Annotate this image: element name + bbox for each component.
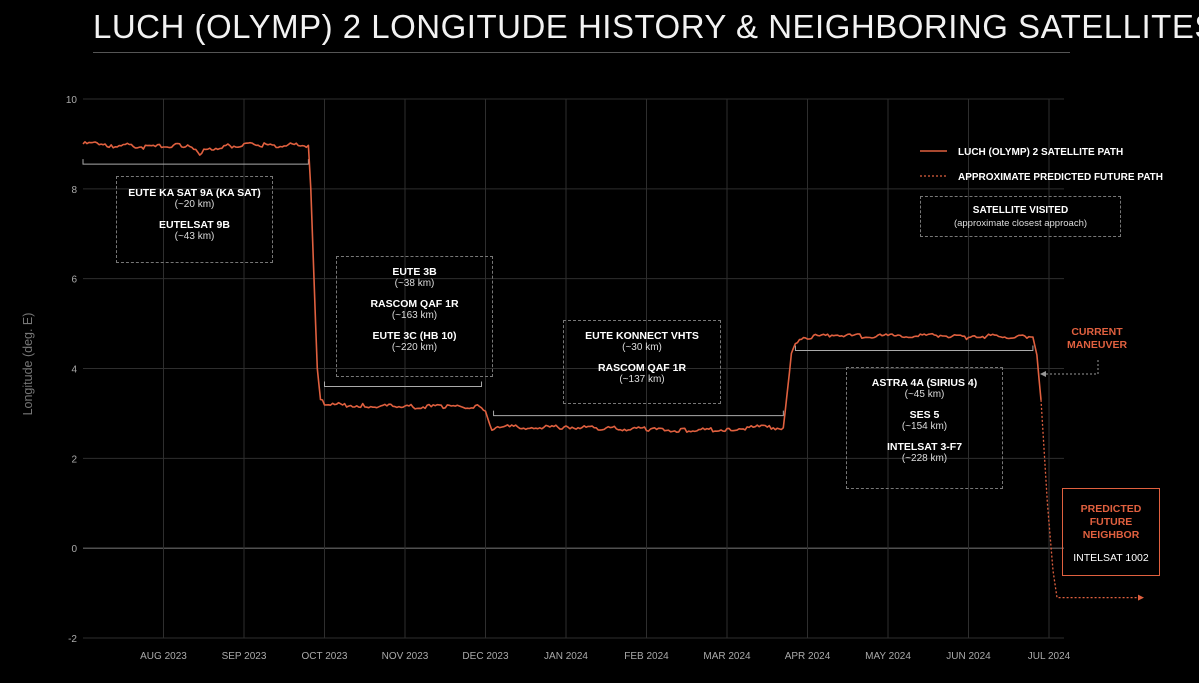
y-tick-label: 8 [71, 185, 77, 196]
satellite-distance: (~154 km) [901, 421, 948, 432]
x-tick-label: JAN 2024 [544, 651, 588, 662]
predicted-neighbor-box: PREDICTED FUTURE NEIGHBOR INTELSAT 1002 [1062, 488, 1160, 576]
current-maneuver-label-1: CURRENT [1071, 326, 1123, 338]
visit-brackets [82, 159, 1034, 417]
tick-labels: -2 0 2 4 6 8 10 AUG 2023 SEP 2023 OCT 2023 NOV 202… [66, 95, 1071, 662]
satellite-distance: (~228 km) [901, 453, 948, 464]
satellite-group-4: ASTRA 4A (SIRIUS 4) (~45 km) SES 5 (~154… [846, 367, 1003, 489]
legend-visited-box: SATELLITE VISITED (approximate closest a… [920, 196, 1121, 237]
x-tick-label: SEP 2023 [222, 651, 267, 662]
satellite-name: EUTE KONNECT VHTS [585, 330, 699, 342]
satellite-name: RASCOM QAF 1R [370, 298, 459, 310]
satellite-name: INTELSAT 3-F7 [886, 441, 963, 453]
x-tick-label: JUL 2024 [1028, 651, 1071, 662]
satellite-distance: (~163 km) [391, 310, 438, 321]
y-tick-label: -2 [68, 634, 77, 645]
x-tick-label: DEC 2023 [462, 651, 509, 662]
satellite-distance: (~45 km) [904, 389, 945, 400]
satellite-name: EUTE 3B [392, 266, 437, 278]
satellite-name: EUTE 3C (HB 10) [372, 330, 457, 342]
x-tick-label: JUN 2024 [946, 651, 991, 662]
satellite-name: RASCOM QAF 1R [597, 362, 687, 374]
x-tick-label: MAY 2024 [865, 651, 911, 662]
legend-path-label: LUCH (OLYMP) 2 SATELLITE PATH [958, 147, 1123, 158]
series [82, 141, 1144, 601]
predicted-path-arrowhead [1138, 594, 1144, 601]
y-tick-label: 6 [71, 275, 77, 286]
predicted-path-line [1040, 399, 1138, 599]
x-tick-label: AUG 2023 [140, 651, 187, 662]
current-maneuver-label-2: MANEUVER [1067, 339, 1128, 351]
predicted-neighbor-name: INTELSAT 1002 [1073, 552, 1149, 564]
current-maneuver-arrowhead [1040, 371, 1046, 377]
legend: LUCH (OLYMP) 2 SATELLITE PATH APPROXIMAT… [920, 147, 1163, 183]
legend-predicted-label: APPROXIMATE PREDICTED FUTURE PATH [958, 172, 1163, 183]
satellite-name: EUTE KA SAT 9A (KA SAT) [128, 187, 261, 199]
current-maneuver-pointer [1043, 360, 1099, 375]
satellite-group-3: EUTE KONNECT VHTS (~30 km) RASCOM QAF 1R… [563, 320, 721, 404]
x-tick-label: MAR 2024 [703, 651, 751, 662]
legend-visited-label: SATELLITE VISITED [972, 205, 1069, 216]
visit-bracket [794, 345, 1034, 352]
title-divider [93, 52, 1070, 53]
satellite-distance: (~137 km) [619, 374, 665, 385]
y-tick-label: 10 [66, 95, 78, 106]
y-tick-label: 4 [71, 365, 77, 376]
x-tick-label: OCT 2023 [302, 651, 348, 662]
grid [83, 98, 1064, 639]
satellite-distance: (~38 km) [394, 278, 435, 289]
visit-bracket [82, 159, 309, 165]
y-axis-label: Longitude (deg. E) [21, 313, 35, 416]
satellite-name: EUTELSAT 9B [159, 219, 230, 231]
satellite-distance: (~220 km) [391, 342, 438, 353]
y-tick-label: 0 [71, 544, 77, 555]
predicted-neighbor-title-2: FUTURE [1089, 516, 1133, 528]
x-tick-label: FEB 2024 [624, 651, 669, 662]
legend-visited-sub: (approximate closest approach) [953, 218, 1088, 229]
x-tick-label: NOV 2023 [382, 651, 429, 662]
visit-bracket [324, 381, 482, 387]
satellite-name: ASTRA 4A (SIRIUS 4) [871, 377, 978, 389]
satellite-group-1: EUTE KA SAT 9A (KA SAT) (~20 km) EUTELSA… [116, 176, 273, 263]
satellite-group-2: EUTE 3B (~38 km) RASCOM QAF 1R (~163 km)… [336, 256, 493, 377]
satellite-path-line [82, 141, 1042, 433]
predicted-neighbor-title-1: PREDICTED [1080, 503, 1142, 515]
satellite-distance: (~20 km) [174, 199, 215, 210]
visit-bracket [493, 410, 784, 417]
page-title: LUCH (OLYMP) 2 LONGITUDE HISTORY & NEIGH… [93, 8, 1199, 45]
y-tick-label: 2 [71, 454, 77, 465]
satellite-distance: (~30 km) [622, 342, 662, 353]
satellite-distance: (~43 km) [174, 231, 215, 242]
predicted-neighbor-title-3: NEIGHBOR [1082, 529, 1140, 541]
x-tick-label: APR 2024 [785, 651, 831, 662]
satellite-name: SES 5 [909, 409, 940, 421]
